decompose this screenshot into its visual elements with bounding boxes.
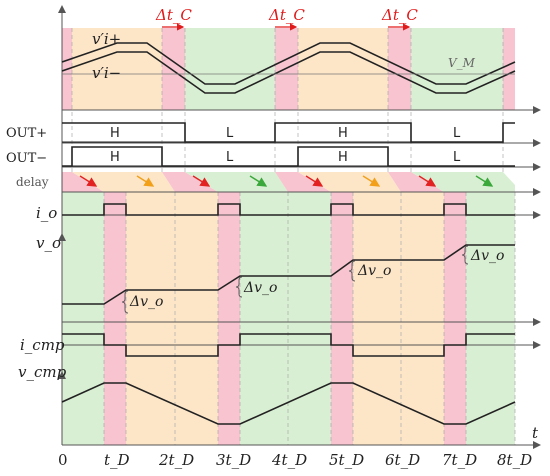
vi-plus-wave — [61, 42, 516, 85]
delay-arrow-red — [305, 175, 324, 187]
dvo-label: Δv_o — [470, 248, 504, 264]
delay-label: delay — [16, 175, 49, 189]
band-pink — [162, 172, 218, 192]
band-pink — [162, 28, 185, 110]
dtc-label: Δt_C — [155, 6, 192, 24]
state-label: L — [453, 150, 461, 165]
tick-label: 8t_D — [497, 451, 532, 469]
tick-label: t_D — [104, 451, 130, 469]
t-axis-label: t — [532, 424, 539, 442]
band-green — [466, 192, 515, 445]
tick-label: 6t_D — [385, 451, 420, 469]
state-label: L — [453, 126, 461, 141]
band-pink — [331, 192, 353, 445]
tick-label: 7t_D — [442, 451, 477, 469]
delay-arrow-red — [79, 175, 98, 187]
band-pink — [62, 172, 104, 192]
band-green — [62, 192, 104, 445]
band-green — [240, 192, 331, 445]
dvo-label: Δv_o — [129, 294, 163, 310]
band-orange — [298, 28, 388, 110]
band-orange — [126, 192, 218, 445]
icmp-wave — [62, 333, 515, 357]
delay-arrow-red — [192, 175, 211, 187]
delay-arrow-green — [249, 175, 268, 187]
delay-arrow-red — [418, 175, 437, 187]
state-label: H — [338, 150, 348, 165]
vo-wave — [62, 244, 515, 305]
out-plus-signal — [62, 122, 515, 143]
phase-bands — [62, 28, 515, 445]
vi-waveforms — [61, 42, 516, 94]
tick-label: 5t_D — [329, 451, 364, 469]
state-label: L — [226, 126, 234, 141]
vi-minus-label: v′i− — [92, 64, 121, 82]
dtc-label: Δt_C — [381, 6, 418, 24]
vcmp-label: v_cmp — [18, 363, 67, 381]
band-orange — [72, 28, 162, 110]
out-minus-label: OUT− — [6, 151, 47, 166]
state-label: H — [110, 150, 120, 165]
tick-label: 0 — [58, 451, 68, 469]
band-pink — [275, 172, 331, 192]
band-green — [185, 172, 288, 192]
state-label: H — [110, 126, 120, 141]
axes — [58, 5, 541, 449]
delay-arrow-orange — [136, 175, 155, 187]
band-orange — [72, 172, 175, 192]
band-pink — [388, 172, 444, 192]
vi-minus-wave — [61, 51, 516, 94]
vcmp-wave — [61, 382, 516, 425]
band-orange — [353, 192, 444, 445]
delay-arrow-orange — [362, 175, 381, 187]
io-wave — [62, 203, 515, 216]
band-pink — [218, 192, 240, 445]
dtc-label: Δt_C — [268, 6, 305, 24]
vm-label: V_M — [448, 56, 476, 70]
vi-plus-label: v′i+ — [92, 30, 121, 48]
band-pink — [444, 192, 466, 445]
state-label: H — [338, 126, 348, 141]
icmp-label: i_cmp — [20, 336, 65, 354]
tick-label: 2t_D — [158, 451, 194, 469]
band-pink — [388, 28, 411, 110]
tick-label: 4t_D — [271, 451, 307, 469]
io-label: i_o — [36, 204, 57, 222]
vo-label: v_o — [36, 234, 61, 252]
tick-label: 3t_D — [216, 451, 251, 469]
out-plus-label: OUT+ — [6, 126, 47, 141]
delay-arrow-green — [475, 175, 494, 187]
dvo-braces — [121, 245, 469, 314]
band-green — [185, 28, 275, 110]
dvo-label: Δv_o — [357, 263, 391, 279]
band-pink — [503, 28, 515, 110]
out-minus-signal — [62, 146, 515, 167]
band-green — [411, 172, 515, 192]
band-green — [411, 28, 503, 110]
dvo-label: Δv_o — [243, 280, 277, 296]
band-pink — [104, 192, 126, 445]
delay-arrows — [79, 175, 494, 187]
band-orange — [298, 172, 401, 192]
state-label: L — [226, 150, 234, 165]
